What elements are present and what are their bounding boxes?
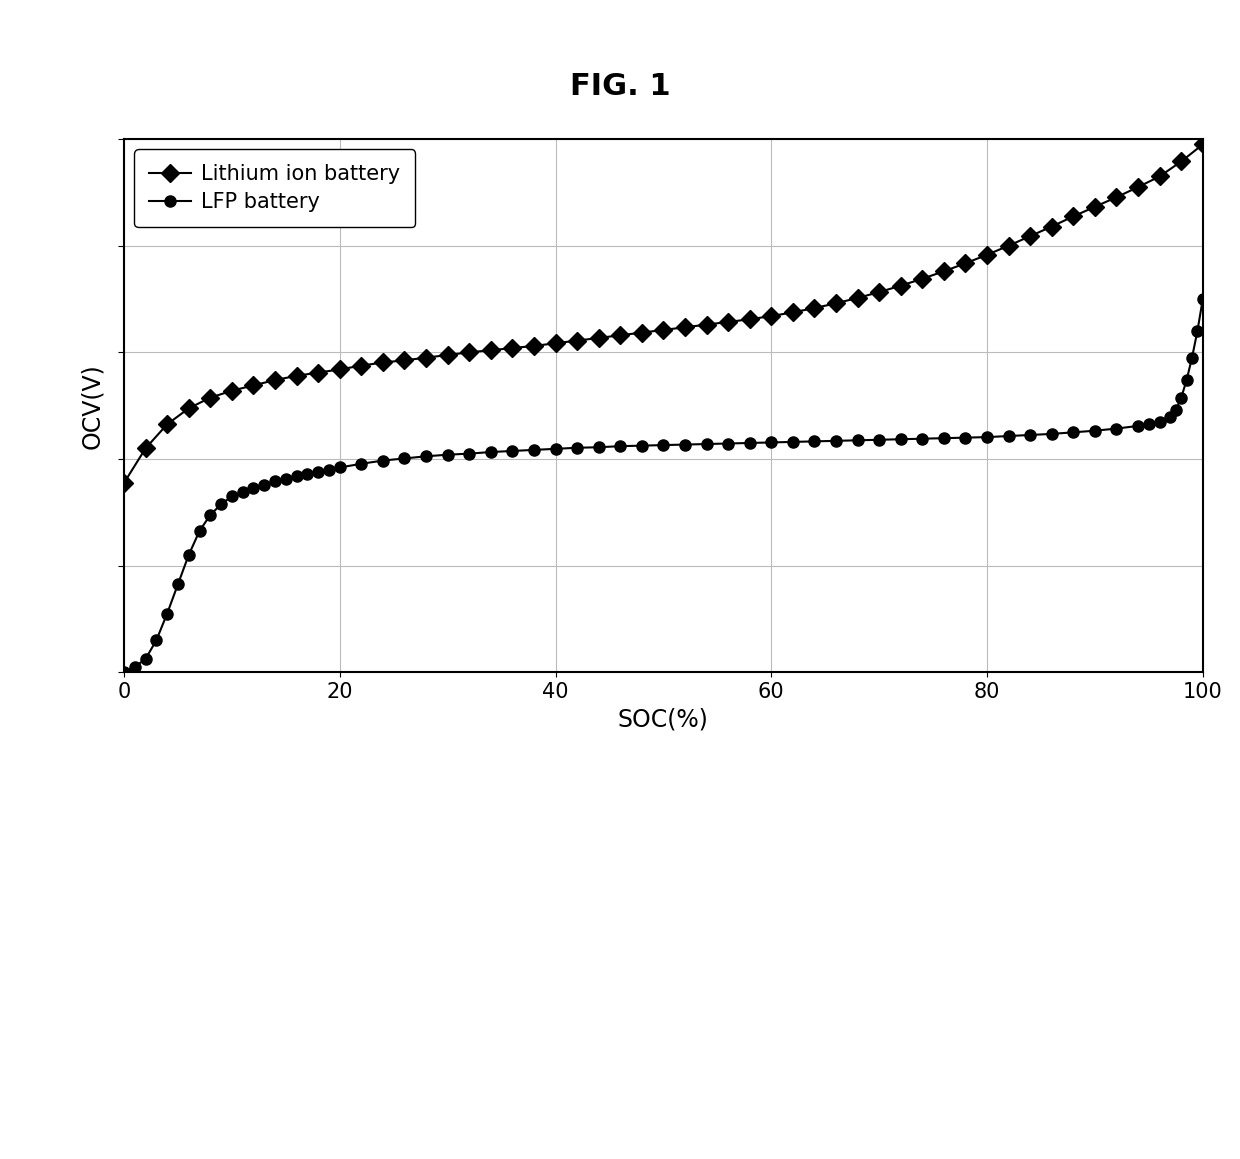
Y-axis label: OCV(V): OCV(V)	[81, 363, 104, 449]
LFP battery	[548, 442, 563, 455]
Lithium ion battery	[1195, 138, 1210, 152]
Lithium ion battery	[1174, 154, 1189, 168]
LFP battery	[1195, 292, 1210, 306]
LFP battery	[1174, 391, 1189, 404]
Line: LFP battery: LFP battery	[119, 293, 1208, 678]
LFP battery	[117, 665, 131, 679]
Lithium ion battery	[461, 345, 476, 359]
X-axis label: SOC(%): SOC(%)	[618, 707, 709, 731]
Lithium ion battery	[353, 359, 368, 373]
LFP battery	[484, 445, 498, 459]
Text: FIG. 1: FIG. 1	[569, 72, 671, 102]
Lithium ion battery	[440, 348, 455, 362]
Lithium ion battery	[117, 476, 131, 490]
LFP battery	[278, 472, 293, 486]
Line: Lithium ion battery: Lithium ion battery	[118, 138, 1209, 489]
Lithium ion battery	[828, 297, 843, 311]
Legend: Lithium ion battery, LFP battery: Lithium ion battery, LFP battery	[134, 150, 415, 227]
Lithium ion battery	[893, 279, 908, 293]
LFP battery	[224, 489, 239, 503]
LFP battery	[980, 430, 994, 444]
